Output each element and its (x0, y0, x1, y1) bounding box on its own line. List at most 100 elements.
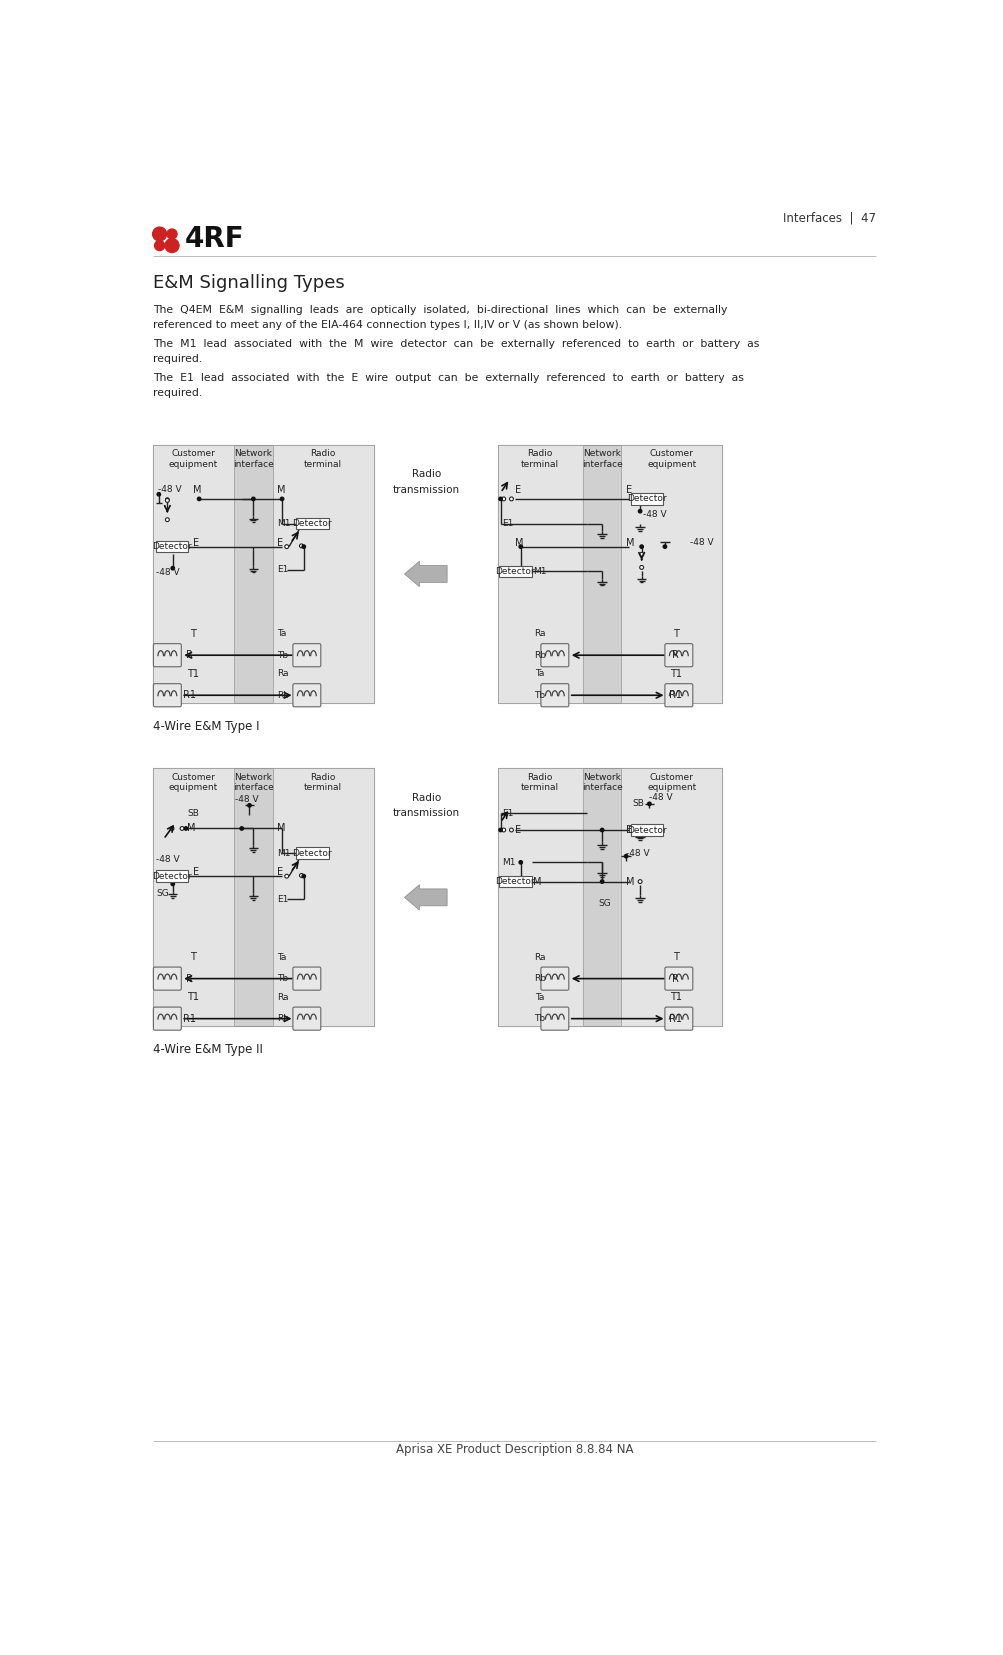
Text: Rb: Rb (534, 650, 546, 660)
Text: Radio
terminal: Radio terminal (521, 773, 559, 793)
Text: Aprisa XE Product Description 8.8.84 NA: Aprisa XE Product Description 8.8.84 NA (395, 1443, 633, 1456)
Circle shape (185, 828, 188, 831)
Text: transmission: transmission (392, 808, 459, 818)
Circle shape (498, 828, 502, 832)
Text: The  E1  lead  associated  with  the  E  wire  output  can  be  externally  refe: The E1 lead associated with the E wire o… (152, 372, 743, 382)
Text: Tb: Tb (534, 1015, 546, 1023)
FancyBboxPatch shape (153, 644, 182, 667)
Text: R: R (672, 650, 678, 660)
Circle shape (240, 828, 243, 831)
Circle shape (600, 880, 603, 884)
Bar (152, 445, 373, 703)
Text: E&M Signalling Types: E&M Signalling Types (152, 275, 344, 293)
Text: -48 V: -48 V (155, 568, 180, 576)
Circle shape (299, 544, 303, 548)
Text: Detector: Detector (152, 543, 192, 551)
Text: Ta: Ta (535, 669, 545, 679)
Text: Rb: Rb (277, 1015, 289, 1023)
Bar (152, 768, 234, 1026)
Text: E: E (193, 867, 199, 877)
FancyBboxPatch shape (153, 1008, 182, 1029)
FancyBboxPatch shape (664, 684, 692, 707)
Text: M1: M1 (277, 520, 291, 528)
FancyBboxPatch shape (293, 644, 321, 667)
Text: Ta: Ta (535, 993, 545, 1001)
Text: required.: required. (152, 387, 202, 397)
Text: E1: E1 (502, 809, 513, 818)
Circle shape (638, 880, 641, 884)
Text: R1: R1 (183, 1013, 196, 1024)
FancyBboxPatch shape (293, 967, 321, 990)
Text: M1: M1 (533, 566, 546, 576)
FancyBboxPatch shape (541, 684, 569, 707)
Text: Interfaces  |  47: Interfaces | 47 (782, 212, 876, 225)
FancyBboxPatch shape (153, 967, 182, 990)
Text: required.: required. (152, 354, 202, 364)
Text: -48 V: -48 V (155, 854, 180, 864)
Bar (296, 847, 328, 859)
Circle shape (509, 496, 513, 501)
Text: Network
interface: Network interface (581, 773, 622, 793)
Circle shape (624, 854, 627, 857)
Circle shape (152, 227, 166, 242)
Bar (152, 445, 234, 703)
Text: Customer
equipment: Customer equipment (169, 449, 218, 468)
Circle shape (639, 553, 643, 556)
Bar (630, 824, 663, 836)
Text: E: E (277, 538, 283, 548)
Circle shape (156, 493, 160, 496)
Circle shape (165, 518, 170, 521)
Circle shape (519, 861, 522, 864)
Bar (497, 768, 721, 1026)
Text: Detector: Detector (627, 495, 666, 503)
Text: M: M (626, 538, 634, 548)
Text: Customer
equipment: Customer equipment (647, 449, 696, 468)
Text: E1: E1 (502, 520, 513, 528)
Text: T1: T1 (669, 669, 681, 679)
Circle shape (171, 566, 175, 569)
Bar (621, 445, 721, 703)
FancyBboxPatch shape (664, 1008, 692, 1029)
Circle shape (647, 803, 651, 806)
Bar (630, 493, 663, 505)
Text: E1: E1 (277, 895, 289, 904)
Text: Detector: Detector (627, 826, 666, 834)
Bar (296, 518, 328, 530)
Text: -48 V: -48 V (235, 794, 258, 804)
Text: T: T (191, 629, 196, 639)
Circle shape (519, 544, 522, 548)
Text: E: E (515, 485, 521, 495)
Text: M: M (277, 485, 286, 495)
Text: T1: T1 (669, 991, 681, 1001)
Text: R: R (672, 973, 678, 983)
FancyArrow shape (404, 561, 446, 586)
Text: -48 V: -48 V (643, 510, 666, 518)
Text: E1: E1 (277, 566, 289, 574)
Bar (273, 768, 373, 1026)
Bar (497, 445, 721, 703)
FancyBboxPatch shape (153, 684, 182, 707)
Circle shape (302, 544, 305, 548)
Circle shape (248, 804, 251, 808)
FancyBboxPatch shape (541, 644, 569, 667)
Text: Tb: Tb (277, 975, 288, 983)
Circle shape (180, 826, 184, 831)
Text: SB: SB (632, 799, 644, 808)
Text: Ra: Ra (534, 629, 546, 639)
Text: T: T (191, 952, 196, 962)
Text: E: E (515, 824, 521, 836)
Text: Customer
equipment: Customer equipment (169, 773, 218, 793)
Text: M1: M1 (502, 857, 516, 867)
Bar (498, 566, 531, 578)
FancyBboxPatch shape (664, 967, 692, 990)
Text: E: E (277, 867, 283, 877)
Text: E: E (193, 538, 199, 548)
Circle shape (638, 828, 641, 832)
Text: The  Q4EM  E&M  signalling  leads  are  optically  isolated,  bi-directional  li: The Q4EM E&M signalling leads are optica… (152, 305, 726, 314)
Text: Detector: Detector (495, 566, 535, 576)
Text: -48 V: -48 V (626, 849, 649, 857)
Text: Rb: Rb (534, 975, 546, 983)
Text: The  M1  lead  associated  with  the  M  wire  detector  can  be  externally  re: The M1 lead associated with the M wire d… (152, 339, 758, 349)
Text: Radio
terminal: Radio terminal (304, 449, 342, 468)
Circle shape (170, 826, 174, 831)
